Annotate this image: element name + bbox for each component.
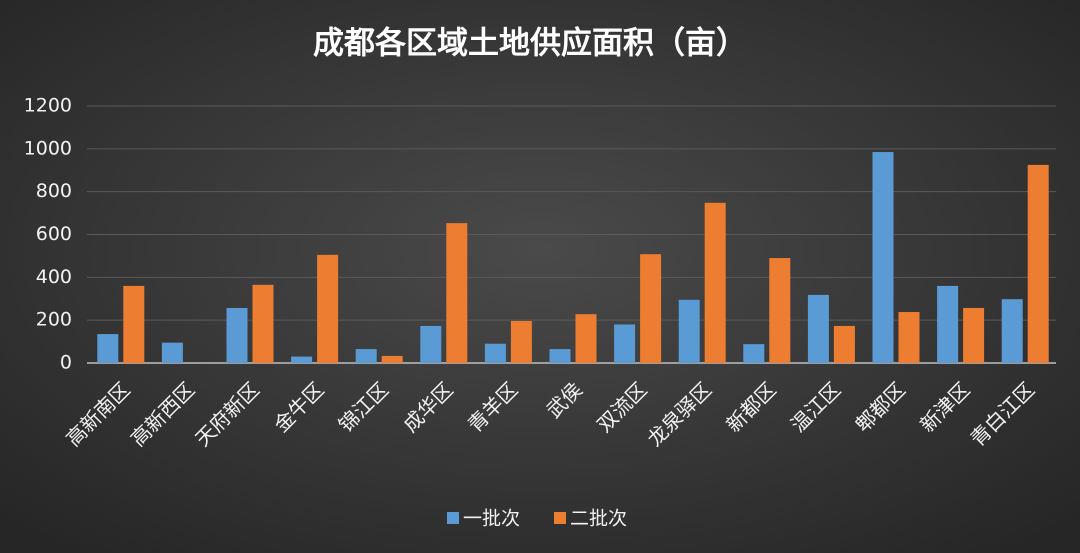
bar — [872, 152, 894, 363]
legend-swatch — [554, 512, 566, 524]
bar — [420, 325, 442, 363]
bar — [678, 299, 700, 363]
bar — [484, 343, 506, 363]
y-tick-label: 1000 — [24, 137, 72, 159]
bar — [252, 284, 274, 363]
bar — [446, 223, 468, 363]
bar — [381, 355, 403, 363]
bar — [937, 285, 959, 363]
bar — [1027, 164, 1049, 363]
y-tick-label: 1200 — [24, 95, 72, 117]
bar — [575, 314, 597, 363]
bar — [291, 356, 313, 363]
y-tick-label: 800 — [36, 180, 72, 202]
bar — [743, 344, 765, 363]
bar — [640, 254, 662, 363]
y-tick-label: 200 — [36, 309, 72, 331]
bar — [317, 254, 339, 363]
bar — [355, 349, 377, 363]
bar — [704, 202, 726, 363]
bar — [226, 307, 248, 363]
bar — [769, 258, 791, 363]
bar — [123, 285, 145, 363]
y-tick-label: 600 — [36, 223, 72, 245]
bar — [1001, 299, 1023, 363]
legend-label: 二批次 — [570, 508, 627, 530]
bar — [97, 334, 119, 363]
bar — [614, 324, 636, 363]
y-tick-label: 400 — [36, 266, 72, 288]
chart-title: 成都各区域土地供应面积（亩） — [313, 26, 747, 62]
legend-swatch — [447, 512, 459, 524]
bar — [549, 349, 571, 363]
bar — [963, 307, 985, 363]
y-tick-label: 0 — [60, 352, 72, 374]
bar — [161, 342, 183, 363]
legend-label: 一批次 — [463, 508, 520, 530]
bar — [510, 321, 532, 363]
bar — [833, 325, 855, 363]
bar — [807, 294, 829, 363]
bar — [898, 312, 920, 363]
